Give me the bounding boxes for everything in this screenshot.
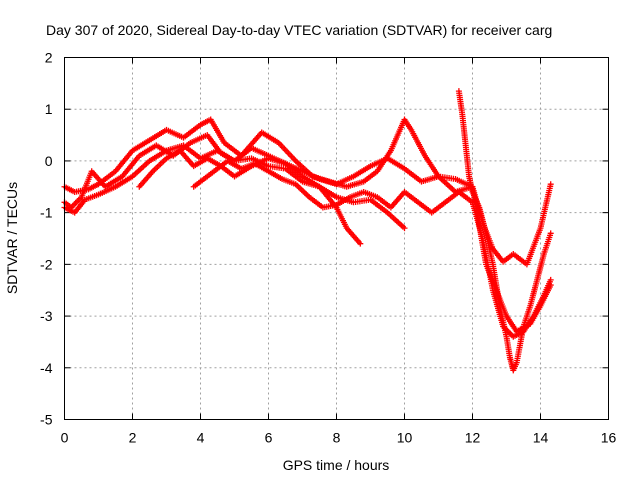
y-tick-label: -2	[40, 256, 53, 272]
series-trace-1	[61, 116, 554, 268]
x-tick-label: 12	[465, 430, 481, 446]
y-tick-label: -4	[40, 360, 53, 376]
x-tick-label: 4	[197, 430, 205, 446]
data-point	[401, 225, 408, 232]
plot-frame	[64, 57, 609, 420]
chart-title: Day 307 of 2020, Sidereal Day-to-day VTE…	[46, 22, 552, 38]
y-axis-label: SDTVAR / TECUs	[4, 182, 20, 294]
x-tick-label: 6	[265, 430, 273, 446]
x-axis-label: GPS time / hours	[283, 457, 390, 473]
y-tick-label: 0	[45, 153, 53, 169]
x-tick-label: 16	[601, 430, 617, 446]
x-tick-label: 0	[61, 430, 69, 446]
y-tick-label: -5	[40, 412, 53, 428]
series-trace-3	[61, 142, 364, 247]
data-point	[547, 230, 554, 237]
y-tick-label: -1	[40, 205, 53, 221]
data-point	[547, 276, 554, 283]
data-point	[357, 240, 364, 247]
grid-lines	[64, 57, 609, 420]
x-tick-label: 10	[397, 430, 413, 446]
y-tick-labels: -5 -4 -3 -2 -1 0 1 2	[40, 50, 53, 428]
x-tick-label: 2	[129, 430, 137, 446]
x-tick-label: 8	[333, 430, 341, 446]
x-tick-label: 14	[533, 430, 549, 446]
data-series	[61, 88, 554, 374]
data-point	[547, 181, 554, 188]
series-trace-4	[136, 147, 408, 232]
y-tick-label: 2	[45, 50, 53, 66]
x-tick-labels: 0 2 4 6 8 10 12 14 16	[61, 430, 617, 446]
y-tick-label: 1	[45, 101, 53, 117]
y-tick-label: -3	[40, 308, 53, 324]
series-trace-6	[455, 88, 554, 374]
